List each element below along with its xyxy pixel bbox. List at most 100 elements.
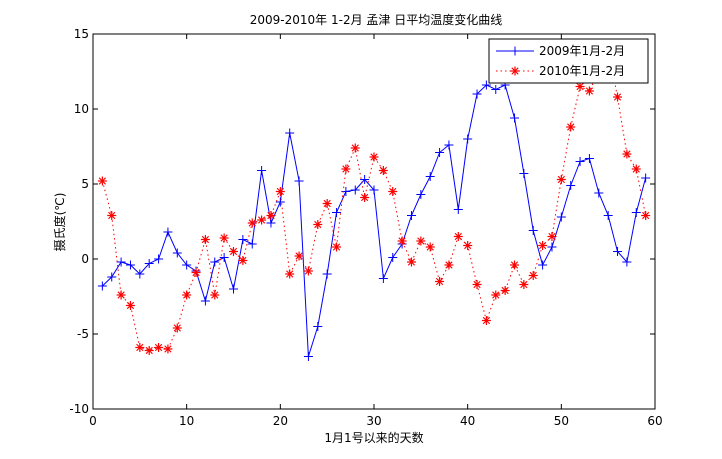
series-1-point — [360, 175, 370, 184]
series-1-point — [613, 247, 623, 256]
chart-title: 2009-2010年 1-2月 孟津 日平均温度变化曲线 — [250, 12, 502, 27]
series-1-point — [406, 211, 416, 220]
series-1-point — [603, 211, 613, 220]
series-1-point — [163, 227, 173, 237]
series-2-point — [406, 257, 416, 267]
series-2-point — [435, 277, 445, 286]
series-1-point — [435, 148, 445, 157]
series-2-point — [322, 199, 332, 208]
series-1-point — [229, 284, 238, 294]
y-tick-label: 15 — [74, 27, 89, 41]
series-2-point — [275, 187, 285, 196]
series-2-point — [416, 236, 426, 246]
legend-box — [488, 38, 649, 84]
series-1-point — [481, 80, 491, 90]
series-1-point — [219, 253, 229, 262]
series-1-point — [294, 176, 304, 186]
legend-label-1: 2009年1月-2月 — [539, 44, 625, 58]
y-tick-label: -10 — [69, 402, 89, 416]
y-tick-label: 0 — [81, 252, 89, 266]
x-tick-label: 10 — [179, 414, 194, 428]
y-axis-label: 摄氏度(℃) — [52, 193, 67, 252]
series-2-point — [425, 242, 435, 252]
series-2-point — [303, 266, 313, 276]
series-layer — [97, 44, 651, 361]
series-2-point — [332, 242, 342, 252]
series-1-point — [622, 257, 632, 267]
series-2-point — [135, 343, 145, 352]
legend-marker-2 — [510, 66, 520, 76]
series-1-point — [200, 296, 210, 306]
series-2-point — [210, 290, 220, 300]
series-2-point — [350, 143, 360, 153]
series-1-point — [566, 181, 576, 190]
series-1-point — [210, 257, 220, 267]
series-1-point — [275, 197, 285, 207]
series-1-point — [425, 172, 435, 181]
series-2-line — [101, 47, 647, 352]
series-1-point — [444, 140, 454, 150]
legend-label-2: 2010年1月-2月 — [539, 64, 625, 78]
series-1-point — [350, 185, 360, 195]
series-2-point — [107, 211, 117, 220]
series-2-point — [519, 280, 529, 289]
series-2-point — [444, 260, 454, 270]
series-2-point — [622, 149, 632, 159]
series-2 — [97, 44, 651, 355]
series-1-point — [247, 239, 257, 249]
series-2-point — [247, 218, 257, 228]
x-axis-label: 1月1号以来的天数 — [324, 430, 423, 445]
series-1-point — [135, 269, 145, 279]
series-1-point — [116, 257, 126, 267]
series-1-point — [313, 322, 323, 331]
x-tick-label: 30 — [366, 414, 381, 428]
series-2-point — [463, 241, 473, 250]
series-2-point — [182, 290, 192, 300]
series-1-point — [97, 281, 107, 291]
series-1-point — [528, 226, 538, 235]
series-1-point — [332, 208, 342, 217]
series-1-point — [322, 269, 332, 279]
series-2-point — [556, 175, 566, 184]
axis-ticks: 0 10 20 30 40 50 60 -10 -5 0 5 10 15 — [69, 27, 662, 428]
series-1-point — [510, 113, 519, 123]
x-tick-label: 50 — [554, 414, 569, 428]
x-tick-label: 60 — [647, 414, 662, 428]
series-2-point — [378, 166, 388, 175]
series-2-point — [285, 269, 295, 279]
legend-marker-1 — [510, 46, 520, 56]
series-2-point — [341, 164, 351, 174]
series-1-point — [378, 274, 388, 283]
series-1-point — [257, 166, 267, 175]
x-tick-label: 20 — [273, 414, 288, 428]
series-2-point — [313, 220, 323, 229]
series-1-point — [125, 260, 135, 270]
series-2-point — [641, 211, 651, 220]
series-2-point — [528, 271, 538, 280]
series-1-point — [556, 212, 566, 222]
x-tick-label: 0 — [89, 414, 97, 428]
series-1-point — [547, 242, 557, 252]
series-1-point — [144, 259, 154, 268]
series-1-point — [575, 157, 585, 166]
legend: 2009年1月-2月 2010年1月-2月 — [488, 38, 649, 84]
series-1-point — [182, 260, 192, 270]
series-2-point — [491, 290, 501, 300]
series-2-point — [163, 344, 173, 354]
series-1-point — [491, 85, 501, 94]
series-2-point — [125, 301, 135, 310]
series-2-point — [397, 236, 407, 246]
series-2-point — [266, 211, 276, 220]
series-2-point — [191, 268, 201, 277]
series-2-point — [510, 260, 519, 270]
series-1-point — [538, 260, 548, 270]
series-1-point — [519, 169, 529, 178]
series-2-point — [229, 247, 238, 256]
y-tick-label: -5 — [77, 327, 89, 341]
series-1-point — [641, 173, 651, 183]
series-2-point — [566, 122, 576, 132]
series-1-point — [238, 235, 248, 244]
series-1-point — [594, 188, 604, 198]
series-2-point — [631, 164, 641, 174]
